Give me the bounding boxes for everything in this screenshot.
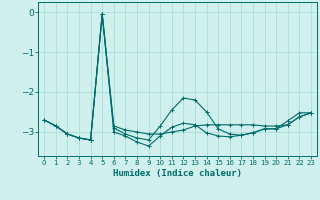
X-axis label: Humidex (Indice chaleur): Humidex (Indice chaleur): [113, 169, 242, 178]
